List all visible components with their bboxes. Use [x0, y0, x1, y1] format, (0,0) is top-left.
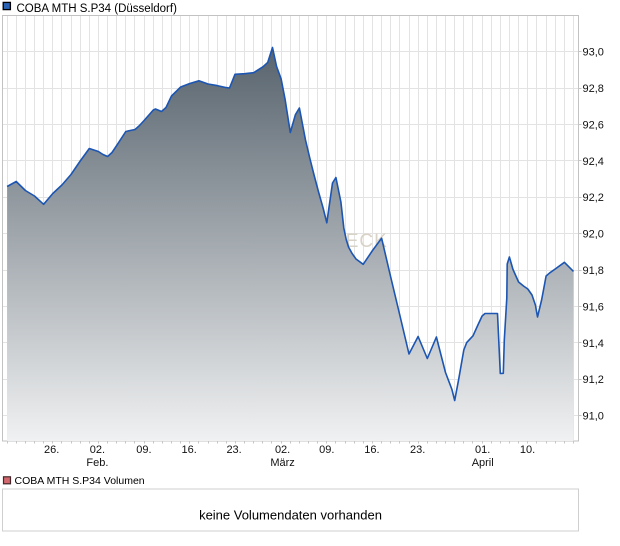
svg-text:10.: 10.	[520, 444, 535, 456]
svg-text:02.: 02.	[90, 444, 105, 456]
svg-text:09.: 09.	[319, 444, 334, 456]
svg-text:26.: 26.	[44, 444, 59, 456]
svg-text:COBA MTH S.P34 Volumen: COBA MTH S.P34 Volumen	[15, 475, 145, 487]
svg-text:01.: 01.	[475, 444, 490, 456]
svg-text:91,2: 91,2	[583, 374, 604, 386]
svg-text:16.: 16.	[364, 444, 379, 456]
svg-text:COBA MTH S.P34 (Düsseldorf): COBA MTH S.P34 (Düsseldorf)	[17, 3, 178, 15]
svg-text:23.: 23.	[410, 444, 425, 456]
svg-text:93,0: 93,0	[583, 47, 604, 59]
svg-text:92,4: 92,4	[583, 156, 604, 168]
svg-text:91,4: 91,4	[583, 338, 604, 350]
svg-text:92,8: 92,8	[583, 83, 604, 95]
svg-text:92,2: 92,2	[583, 192, 604, 204]
svg-text:09.: 09.	[136, 444, 151, 456]
svg-text:keine Volumendaten vorhanden: keine Volumendaten vorhanden	[199, 508, 382, 523]
svg-text:92,0: 92,0	[583, 229, 604, 241]
svg-text:April: April	[472, 457, 494, 469]
svg-text:91,6: 91,6	[583, 301, 604, 313]
svg-text:Feb.: Feb.	[86, 457, 108, 469]
svg-text:16.: 16.	[182, 444, 197, 456]
svg-text:91,0: 91,0	[583, 411, 604, 423]
svg-text:02.: 02.	[275, 444, 290, 456]
svg-text:91,8: 91,8	[583, 265, 604, 277]
svg-text:23.: 23.	[226, 444, 241, 456]
svg-text:92,6: 92,6	[583, 119, 604, 131]
svg-text:März: März	[270, 457, 294, 469]
